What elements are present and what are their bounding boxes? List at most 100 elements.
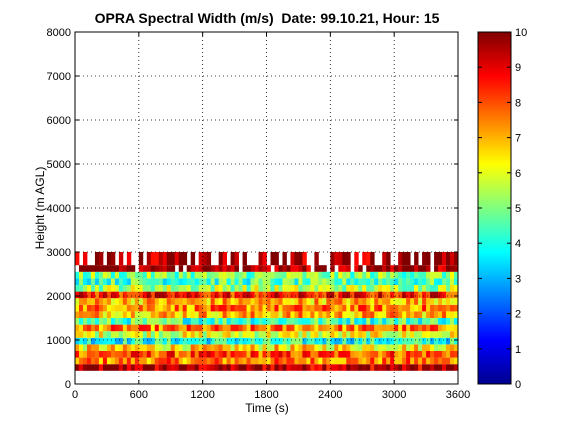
heatmap-cell bbox=[246, 364, 251, 371]
heatmap-cell bbox=[190, 337, 196, 345]
heatmap-cell bbox=[126, 285, 132, 292]
heatmap-cell bbox=[86, 351, 92, 358]
heatmap-cell bbox=[310, 344, 315, 351]
heatmap-cell bbox=[146, 298, 152, 305]
heatmap-cell bbox=[366, 311, 371, 318]
heatmap-cell bbox=[306, 265, 311, 272]
heatmap-cell bbox=[318, 291, 323, 299]
heatmap-cell bbox=[138, 271, 144, 279]
heatmap-cell bbox=[238, 271, 243, 279]
heatmap-cell bbox=[82, 351, 88, 358]
heatmap-cell bbox=[186, 285, 192, 292]
heatmap-cell bbox=[382, 364, 387, 371]
heatmap-band bbox=[75, 278, 459, 285]
heatmap-cell bbox=[426, 357, 431, 365]
heatmap-cell bbox=[106, 304, 112, 312]
heatmap-cell bbox=[162, 278, 168, 285]
heatmap-cell bbox=[122, 285, 128, 292]
heatmap-cell bbox=[334, 298, 339, 305]
heatmap-cell bbox=[314, 271, 319, 279]
heatmap-cell bbox=[262, 304, 267, 312]
heatmap-cell bbox=[162, 304, 168, 312]
heatmap-cell bbox=[426, 291, 431, 299]
heatmap-band bbox=[75, 357, 459, 365]
heatmap-cell bbox=[266, 318, 271, 325]
heatmap-cell bbox=[342, 271, 347, 279]
heatmap-cell bbox=[334, 252, 339, 266]
heatmap-cell bbox=[258, 337, 263, 345]
heatmap-cell bbox=[214, 298, 220, 305]
heatmap-cell bbox=[274, 344, 279, 351]
heatmap-cell bbox=[138, 304, 144, 312]
heatmap-cell bbox=[222, 252, 227, 266]
heatmap-cell bbox=[446, 311, 451, 318]
heatmap-cell bbox=[314, 351, 319, 358]
heatmap-cell bbox=[234, 351, 239, 358]
heatmap-cell bbox=[410, 331, 415, 338]
heatmap-cell bbox=[198, 271, 204, 279]
heatmap-cell bbox=[406, 252, 411, 266]
heatmap-cell bbox=[286, 298, 291, 305]
heatmap-cell bbox=[186, 351, 192, 358]
heatmap-cell bbox=[75, 337, 80, 345]
heatmap-cell bbox=[138, 298, 144, 305]
heatmap-cell bbox=[78, 298, 84, 305]
heatmap-cell bbox=[374, 285, 379, 292]
heatmap-cell bbox=[454, 331, 459, 338]
heatmap-cell bbox=[402, 311, 407, 318]
heatmap-cell bbox=[378, 364, 383, 371]
heatmap-cell bbox=[142, 318, 148, 325]
heatmap-cell bbox=[294, 351, 299, 358]
heatmap-cell bbox=[266, 291, 271, 299]
heatmap-cell bbox=[390, 364, 395, 371]
heatmap-cell bbox=[450, 291, 455, 299]
heatmap-cell bbox=[306, 278, 311, 285]
heatmap-cell bbox=[422, 291, 427, 299]
heatmap-cell bbox=[274, 304, 279, 312]
heatmap-cell bbox=[206, 318, 212, 325]
heatmap-cell bbox=[414, 278, 419, 285]
heatmap-cell bbox=[234, 311, 239, 318]
heatmap-cell bbox=[266, 324, 271, 332]
heatmap-cell bbox=[150, 271, 156, 279]
heatmap-cell bbox=[342, 351, 347, 358]
heatmap-cell bbox=[346, 252, 351, 266]
heatmap-cell bbox=[394, 265, 399, 272]
heatmap-cell bbox=[398, 318, 403, 325]
heatmap-cell bbox=[178, 304, 184, 312]
heatmap-cell bbox=[98, 271, 104, 279]
heatmap-cell bbox=[406, 298, 411, 305]
heatmap-cell bbox=[286, 304, 291, 312]
heatmap-band bbox=[75, 337, 459, 345]
heatmap-cell bbox=[162, 252, 168, 266]
heatmap-cell bbox=[210, 324, 216, 332]
heatmap-cell bbox=[94, 285, 100, 292]
heatmap-cell bbox=[242, 285, 247, 292]
heatmap-cell bbox=[234, 252, 239, 266]
heatmap-cell bbox=[398, 311, 403, 318]
heatmap-cell bbox=[298, 298, 303, 305]
heatmap-cell bbox=[334, 344, 339, 351]
heatmap-cell bbox=[250, 304, 255, 312]
heatmap-cell bbox=[330, 265, 335, 272]
heatmap-cell bbox=[354, 337, 359, 345]
heatmap-cell bbox=[286, 265, 291, 272]
heatmap-cell bbox=[230, 291, 235, 299]
heatmap-cell bbox=[126, 265, 132, 272]
x-axis-label: Time (s) bbox=[245, 401, 289, 415]
heatmap-cell bbox=[146, 278, 152, 285]
heatmap-cell bbox=[246, 304, 251, 312]
heatmap-cell bbox=[258, 304, 263, 312]
heatmap-cell bbox=[270, 351, 275, 358]
heatmap-cell bbox=[286, 324, 291, 332]
heatmap-cell bbox=[186, 357, 192, 365]
heatmap-cell bbox=[270, 311, 275, 318]
heatmap-cell bbox=[114, 351, 120, 358]
heatmap-cell bbox=[154, 265, 160, 272]
heatmap-cell bbox=[138, 324, 144, 332]
heatmap-cell bbox=[234, 337, 239, 345]
heatmap-cell bbox=[206, 252, 212, 266]
heatmap-cell bbox=[278, 291, 283, 299]
heatmap-cell bbox=[302, 252, 307, 266]
heatmap-cell bbox=[394, 324, 399, 332]
